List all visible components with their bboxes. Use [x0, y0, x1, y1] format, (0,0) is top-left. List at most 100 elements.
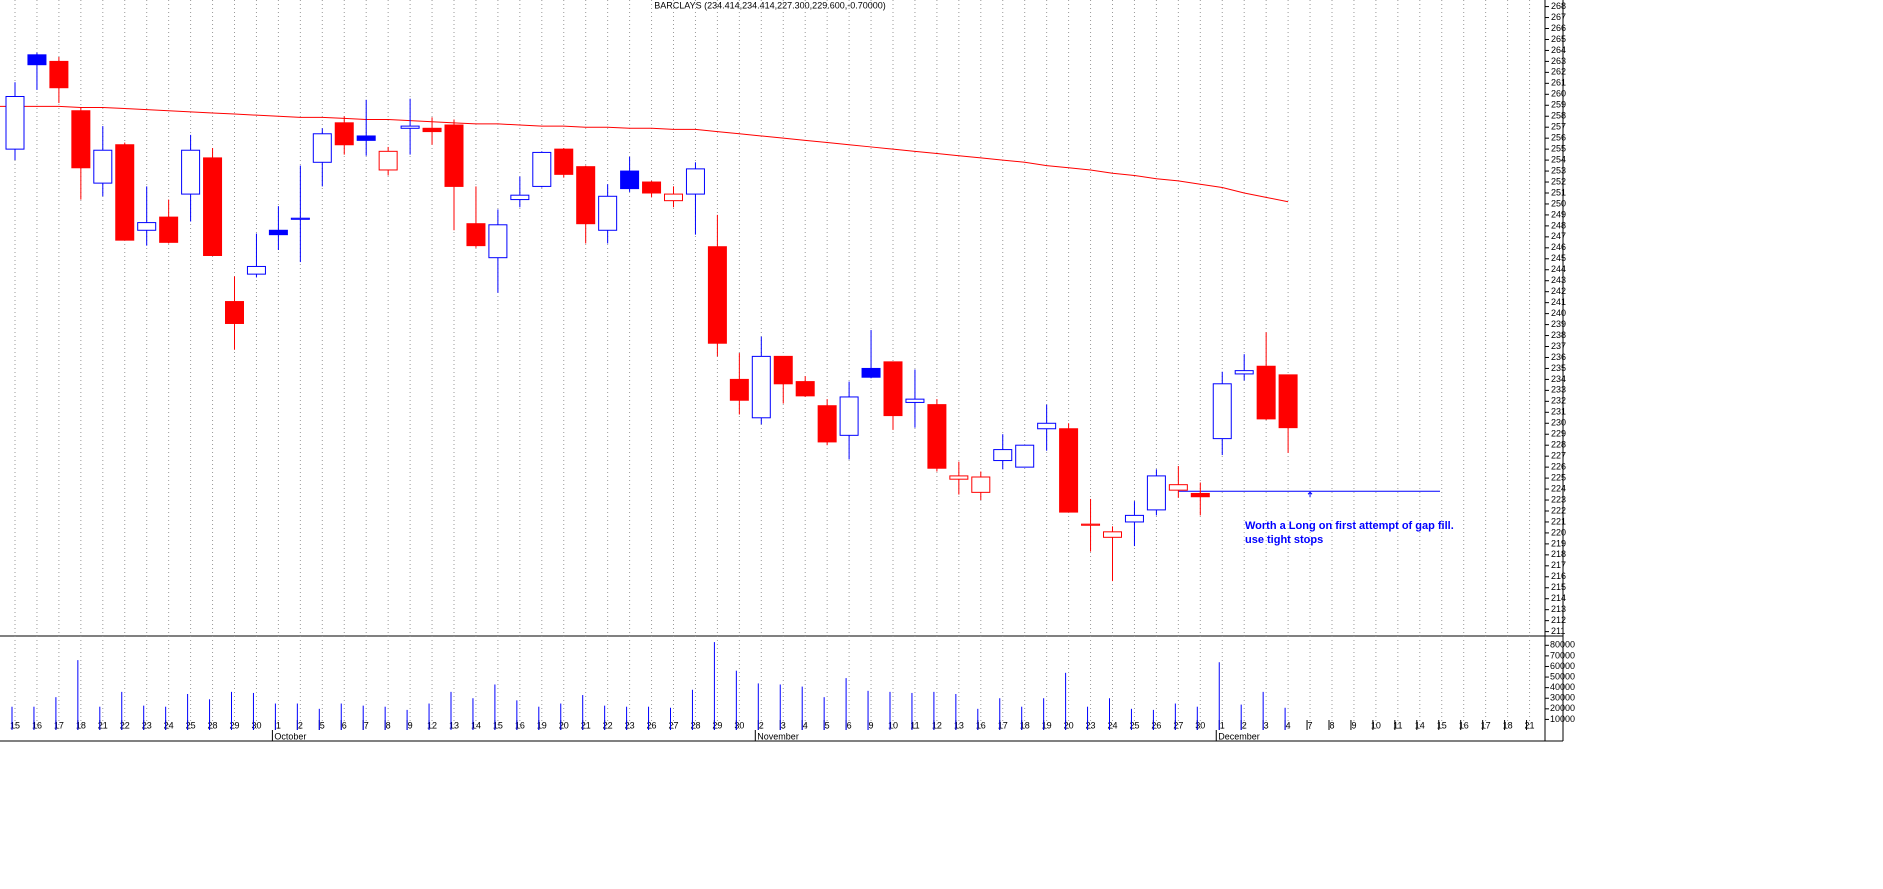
y-tick-label: 250: [1551, 198, 1566, 208]
candle-body: [137, 222, 157, 231]
x-tick-label: 15: [10, 720, 20, 730]
x-tick-label: 24: [164, 720, 174, 730]
y-tick-label: 223: [1551, 494, 1566, 504]
y-tick-label: 216: [1551, 571, 1566, 581]
x-tick-label: 1: [276, 720, 281, 730]
x-tick-label: 9: [408, 720, 413, 730]
candle-body: [1015, 444, 1035, 468]
candle-body: [1124, 514, 1144, 523]
candle-body: [817, 405, 837, 443]
x-tick-label: 1: [1220, 720, 1225, 730]
y-tick-label: 211: [1551, 626, 1565, 636]
x-tick-label: 7: [1308, 720, 1313, 730]
x-tick-label: 28: [208, 720, 218, 730]
candle-body: [115, 144, 135, 241]
y-tick-label: 252: [1551, 176, 1566, 186]
y-tick-label: 267: [1551, 12, 1566, 22]
candle-body: [334, 122, 354, 146]
y-tick-label: 256: [1551, 133, 1566, 143]
x-tick-label: 18: [1503, 720, 1513, 730]
candle-body: [993, 449, 1013, 462]
y-tick-label: 260: [1551, 89, 1566, 99]
candle-body: [620, 170, 640, 190]
candle-body: [444, 124, 464, 187]
y-tick-label: 228: [1551, 440, 1566, 450]
x-tick-label: 3: [781, 720, 786, 730]
y-tick-label: 234: [1551, 374, 1566, 384]
volume-y-tick-label: 80000: [1550, 640, 1575, 650]
candle-body: [312, 133, 332, 163]
y-tick-label: 249: [1551, 209, 1566, 219]
x-tick-label: 30: [1195, 720, 1205, 730]
y-tick-label: 213: [1551, 604, 1566, 614]
month-label: December: [1218, 731, 1260, 741]
x-tick-label: 20: [559, 720, 569, 730]
y-tick-label: 264: [1551, 45, 1566, 55]
x-tick-label: 18: [76, 720, 86, 730]
x-tick-label: 27: [1173, 720, 1183, 730]
x-tick-label: 11: [910, 720, 919, 730]
x-tick-label: 26: [1151, 720, 1161, 730]
x-tick-label: 25: [186, 720, 196, 730]
candle-body: [883, 361, 903, 417]
x-tick-label: 23: [625, 720, 635, 730]
y-tick-label: 219: [1551, 538, 1566, 548]
candle-body: [927, 404, 947, 469]
x-tick-label: 28: [690, 720, 700, 730]
x-tick-label: 17: [1481, 720, 1491, 730]
x-tick-label: 6: [847, 720, 852, 730]
y-tick-label: 238: [1551, 330, 1566, 340]
x-tick-label: 23: [1086, 720, 1096, 730]
candle-body: [1146, 475, 1166, 511]
candle-body: [971, 476, 991, 493]
x-tick-label: 2: [298, 720, 303, 730]
candle-body: [422, 127, 442, 133]
candle-body: [268, 229, 288, 236]
y-tick-label: 221: [1551, 516, 1566, 526]
x-tick-label: 20: [1064, 720, 1074, 730]
x-tick-label: 15: [1437, 720, 1447, 730]
candle-body: [532, 151, 552, 187]
y-tick-label: 241: [1551, 297, 1566, 307]
y-tick-label: 245: [1551, 253, 1566, 263]
candle-body: [1168, 484, 1188, 491]
y-tick-label: 244: [1551, 264, 1566, 274]
arrow: [1307, 491, 1313, 498]
candle-body: [400, 125, 420, 129]
candle-body: [1081, 523, 1101, 526]
y-tick-label: 236: [1551, 352, 1566, 362]
x-tick-label: 15: [493, 720, 503, 730]
annotation: Worth a Long on first attempt of gap fil…: [1245, 520, 1454, 532]
candle-body: [466, 223, 486, 247]
candle-body: [5, 95, 25, 150]
y-tick-label: 254: [1551, 154, 1566, 164]
x-tick-label: 16: [515, 720, 525, 730]
candle-body: [1037, 422, 1057, 430]
x-tick-label: 3: [1264, 720, 1269, 730]
y-tick-label: 240: [1551, 308, 1566, 318]
x-tick-label: 10: [1371, 720, 1381, 730]
y-tick-label: 214: [1551, 593, 1566, 603]
candle-body: [356, 135, 376, 141]
x-tick-label: 13: [954, 720, 964, 730]
candle-body: [246, 265, 266, 275]
y-tick-label: 229: [1551, 429, 1566, 439]
y-tick-label: 266: [1551, 23, 1566, 33]
x-tick-label: 4: [803, 720, 808, 730]
x-tick-label: 30: [734, 720, 744, 730]
x-tick-label: 16: [976, 720, 986, 730]
moving-average: [0, 105, 1289, 203]
x-tick-label: 14: [1415, 720, 1425, 730]
candle-body: [1234, 370, 1254, 375]
y-tick-label: 222: [1551, 505, 1566, 515]
candle-body: [773, 355, 793, 385]
month-label: October: [274, 731, 306, 741]
x-tick-label: 17: [998, 720, 1008, 730]
y-tick-label: 268: [1551, 1, 1566, 11]
x-tick-label: 5: [825, 720, 830, 730]
volume-y-tick-label: 60000: [1550, 661, 1575, 671]
y-tick-label: 220: [1551, 527, 1566, 537]
x-tick-label: 21: [98, 720, 108, 730]
candle-body: [93, 149, 113, 184]
